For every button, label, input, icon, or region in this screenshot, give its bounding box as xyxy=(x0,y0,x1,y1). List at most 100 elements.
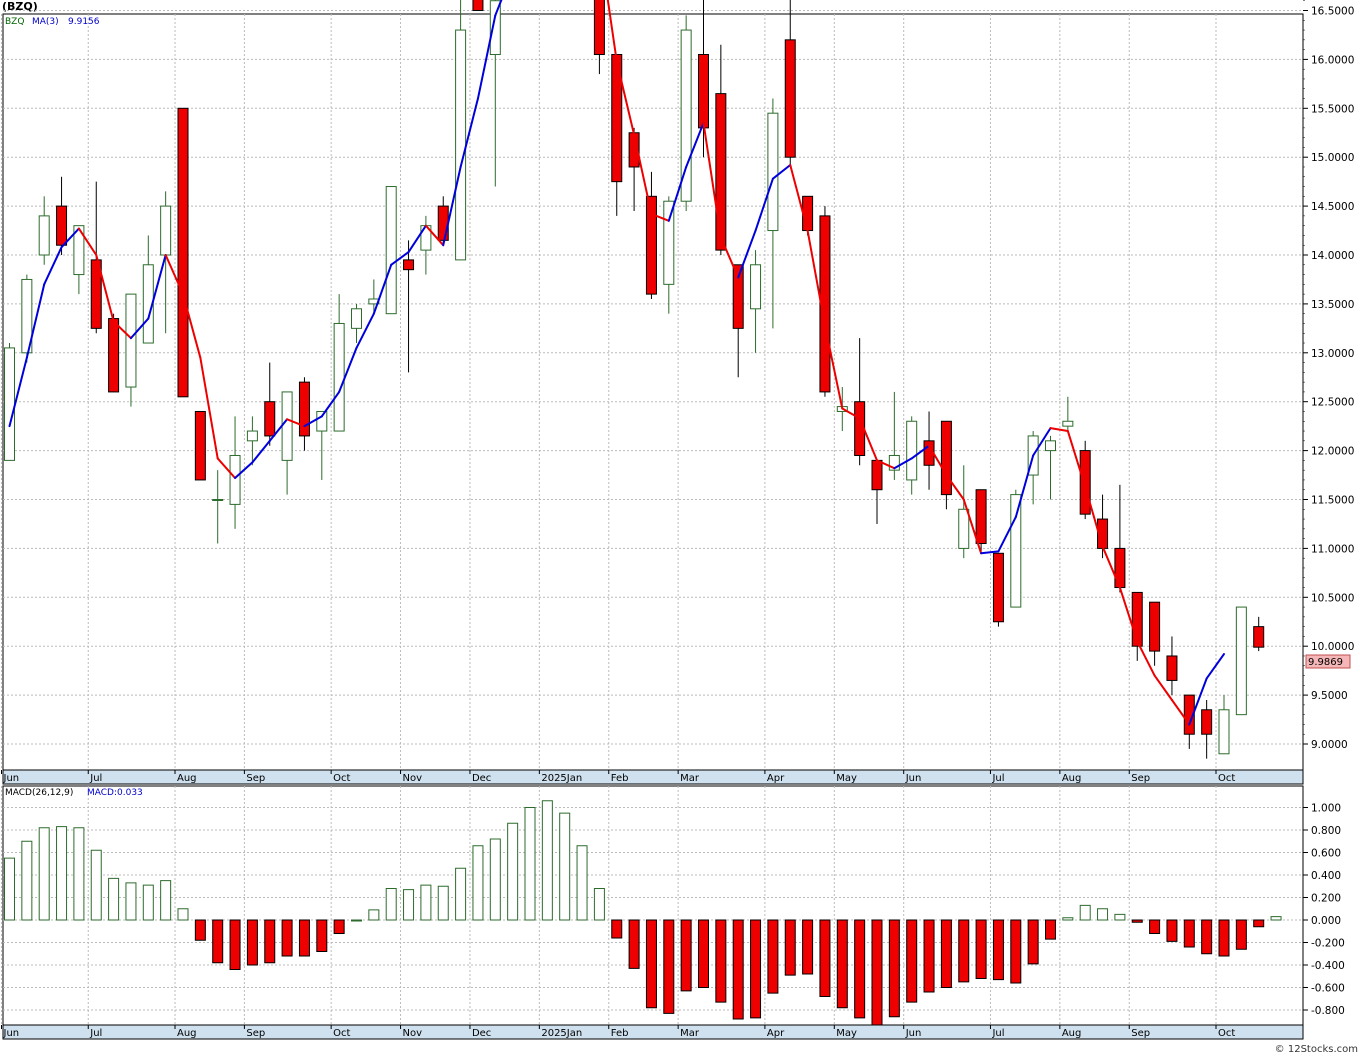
macd-bar xyxy=(385,888,397,921)
macd-x-tick-label: Nov xyxy=(403,1028,423,1039)
macd-bar xyxy=(507,822,519,921)
macd-bar xyxy=(802,919,814,975)
macd-bar xyxy=(923,919,935,993)
price-x-tick-label: Oct xyxy=(1218,773,1235,784)
ma-line-segment xyxy=(390,251,410,266)
price-x-tick-label: May xyxy=(836,773,857,784)
macd-bar xyxy=(125,882,137,921)
candle-body xyxy=(784,39,796,158)
legends: BZQ MA(3) 9.9156 MACD(26,12,9) MACD:0.03… xyxy=(5,17,143,798)
ma-line-segment xyxy=(650,212,670,222)
macd-bar xyxy=(854,919,866,1019)
macd-bar xyxy=(1149,919,1161,934)
macd-bar xyxy=(524,807,536,921)
macd-bar xyxy=(732,919,744,1020)
price-y-tick-label: 14.5000 xyxy=(1311,201,1354,213)
ma-line-segment xyxy=(1188,677,1208,726)
macd-bar xyxy=(836,919,848,1009)
macd-bar xyxy=(1253,919,1265,928)
ma-line-segment xyxy=(25,283,46,359)
candle-body xyxy=(680,29,692,202)
candle-body xyxy=(246,430,258,442)
ma-line-segment xyxy=(268,418,289,442)
price-y-tick-label: 15.5000 xyxy=(1311,103,1354,115)
ma-line-segment xyxy=(476,14,497,100)
ma-line-segment xyxy=(1032,427,1052,457)
macd-bar xyxy=(680,919,692,992)
ma-line-segment xyxy=(1049,427,1069,433)
ma-line-segment xyxy=(806,229,826,327)
macd-bar xyxy=(559,812,571,921)
macd-bar xyxy=(142,884,154,921)
price-x-tick-label: Jun xyxy=(905,773,922,784)
ma-line-segment xyxy=(95,254,115,323)
price-x-tick-label: Jul xyxy=(89,773,102,784)
candle-body xyxy=(351,308,362,329)
macd-y-tick-label: 1.000 xyxy=(1311,803,1341,815)
copyright-footer: © 12Stocks.com xyxy=(1274,1044,1358,1055)
macd-x-axis-band xyxy=(2,1024,1304,1040)
candle-body xyxy=(160,205,172,256)
ma-line-segment xyxy=(164,254,184,296)
macd-bar xyxy=(333,919,345,934)
macd-x-tick-label: Feb xyxy=(611,1028,629,1039)
macd-bar xyxy=(1166,919,1178,942)
macd-x-tick-label: Aug xyxy=(1062,1028,1082,1039)
ma-line-segment xyxy=(251,439,271,464)
candle-body xyxy=(1131,591,1143,647)
ma-line-segment xyxy=(1170,698,1191,726)
candle-body xyxy=(1201,709,1213,735)
ma-line-segment xyxy=(893,457,913,470)
candle-body xyxy=(229,454,241,505)
macd-x-tick-label: Sep xyxy=(246,1028,265,1039)
macd-bar xyxy=(1079,904,1091,921)
ma-line-segment xyxy=(685,121,705,168)
price-x-axis: Jun Jul Aug Sep Oct Nov Dec 2025Jan Feb Mar Apr May… xyxy=(1,769,1304,785)
macd-bar xyxy=(750,919,762,1019)
price-y-tick-label: 11.5000 xyxy=(1311,495,1354,507)
candle-body xyxy=(750,264,762,310)
ma-line-segment xyxy=(424,224,445,247)
price-y-tick-label: 9.0000 xyxy=(1311,739,1348,751)
price-x-tick-label: Feb xyxy=(611,773,629,784)
price-x-tick-label: Aug xyxy=(177,773,197,784)
macd-bar xyxy=(593,888,605,921)
ma-line-segment xyxy=(1205,653,1225,680)
ma-line-segment xyxy=(1101,545,1121,589)
candle-body xyxy=(819,215,831,393)
price-x-tick-label: Aug xyxy=(1062,773,1082,784)
macd-bar xyxy=(1131,919,1143,923)
ma-line-segment xyxy=(737,229,757,279)
macd-bar xyxy=(489,838,501,921)
price-legend-ma-label: MA(3) xyxy=(32,17,59,27)
ma-line-segment xyxy=(719,236,740,279)
ma-line-segment xyxy=(494,0,503,17)
macd-bar xyxy=(472,845,484,921)
macd-bar xyxy=(455,867,467,921)
macd-bar xyxy=(281,919,293,957)
candle-body xyxy=(316,410,328,432)
price-x-tick-label: Dec xyxy=(472,773,491,784)
price-y-tick-label: 10.0000 xyxy=(1311,641,1354,653)
macd-bar xyxy=(698,919,709,988)
price-x-tick-label: 2025Jan xyxy=(541,773,582,784)
ma-line-segment xyxy=(182,293,202,359)
candle-body xyxy=(1253,626,1265,648)
candle-body xyxy=(975,489,987,545)
macd-x-tick-label: Jul xyxy=(89,1028,102,1039)
macd-y-tick-label: 0.000 xyxy=(1311,915,1341,927)
candle-body xyxy=(177,107,189,398)
macd-bar xyxy=(1114,913,1126,921)
ma-line-segment xyxy=(216,457,237,479)
macd-bar xyxy=(767,919,779,994)
ma-line-segment xyxy=(789,164,809,232)
price-x-tick-label: Nov xyxy=(403,773,423,784)
macd-bar xyxy=(1201,919,1213,955)
macd-bar xyxy=(316,919,328,952)
macd-x-tick-label: Jun xyxy=(3,1028,20,1039)
macd-bar xyxy=(1027,919,1039,965)
ma-line-segment xyxy=(147,254,167,320)
candle-body xyxy=(1010,494,1022,608)
ma-line-segment xyxy=(129,317,150,340)
candle-body xyxy=(333,322,345,432)
